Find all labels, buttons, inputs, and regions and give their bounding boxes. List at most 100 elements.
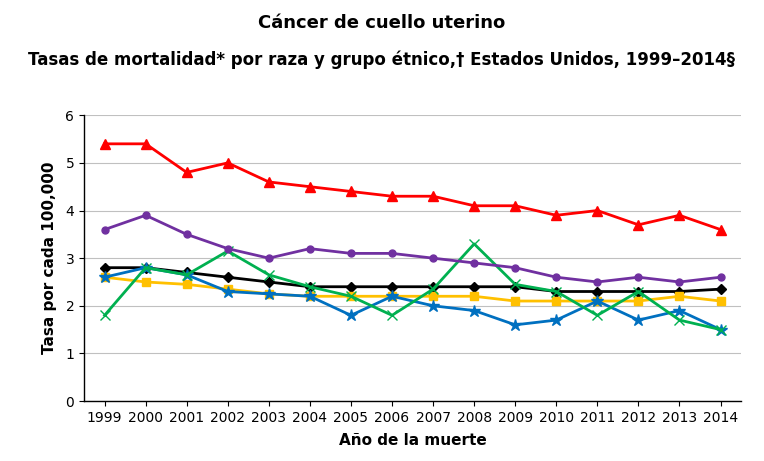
Hispanas — [429, 255, 438, 261]
Hispanas — [716, 274, 725, 280]
X-axis label: Año de la muerte: Año de la muerte — [338, 433, 487, 448]
Hispanas — [141, 213, 151, 218]
Line: Blancas: Blancas — [100, 273, 725, 305]
IA/NA — [510, 282, 520, 287]
Todas las razas — [387, 284, 397, 290]
Todas las razas — [264, 279, 274, 285]
Negras — [510, 203, 520, 208]
IA/NA — [141, 265, 151, 271]
A/IP — [141, 265, 151, 271]
IA/NA — [346, 294, 355, 299]
Todas las razas — [552, 289, 561, 294]
Blancas — [429, 294, 438, 299]
Hispanas — [510, 265, 520, 271]
Hispanas — [264, 255, 274, 261]
Negras — [593, 208, 602, 213]
Todas las razas — [223, 274, 232, 280]
IA/NA — [182, 272, 191, 278]
Negras — [387, 194, 397, 199]
A/IP — [510, 322, 520, 328]
Todas las razas — [100, 265, 109, 271]
Hispanas — [223, 246, 232, 251]
Negras — [470, 203, 479, 208]
A/IP — [387, 294, 397, 299]
Hispanas — [470, 260, 479, 266]
IA/NA — [675, 317, 684, 323]
Blancas — [141, 279, 151, 285]
A/IP — [716, 327, 725, 332]
IA/NA — [634, 289, 643, 294]
IA/NA — [306, 284, 315, 290]
Hispanas — [306, 246, 315, 251]
Todas las razas — [510, 284, 520, 290]
A/IP — [306, 294, 315, 299]
Todas las razas — [634, 289, 643, 294]
Blancas — [510, 298, 520, 304]
A/IP — [100, 274, 109, 280]
Line: Todas las razas: Todas las razas — [101, 264, 724, 295]
Todas las razas — [346, 284, 355, 290]
A/IP — [264, 291, 274, 297]
IA/NA — [470, 241, 479, 247]
IA/NA — [593, 313, 602, 318]
Todas las razas — [716, 286, 725, 292]
Blancas — [100, 274, 109, 280]
Blancas — [223, 286, 232, 292]
Negras — [346, 189, 355, 194]
Blancas — [264, 291, 274, 297]
IA/NA — [223, 248, 232, 254]
Todas las razas — [306, 284, 315, 290]
IA/NA — [264, 272, 274, 278]
Todas las razas — [675, 289, 684, 294]
Blancas — [675, 294, 684, 299]
Blancas — [470, 294, 479, 299]
Negras — [141, 141, 151, 147]
Negras — [100, 141, 109, 147]
IA/NA — [100, 313, 109, 318]
A/IP — [429, 303, 438, 308]
Line: Hispanas: Hispanas — [101, 212, 724, 285]
Negras — [306, 184, 315, 189]
Blancas — [346, 294, 355, 299]
Blancas — [182, 282, 191, 287]
Todas las razas — [182, 270, 191, 275]
Negras — [716, 227, 725, 232]
Line: IA/NA: IA/NA — [100, 239, 725, 335]
Hispanas — [346, 251, 355, 256]
Text: Tasas de mortalidad* por raza y grupo étnico,† Estados Unidos, 1999–2014§: Tasas de mortalidad* por raza y grupo ét… — [28, 51, 736, 69]
A/IP — [634, 317, 643, 323]
IA/NA — [552, 289, 561, 294]
Text: Cáncer de cuello uterino: Cáncer de cuello uterino — [258, 14, 506, 32]
Line: Negras: Negras — [100, 139, 725, 235]
Negras — [182, 170, 191, 175]
Hispanas — [552, 274, 561, 280]
A/IP — [470, 308, 479, 313]
Negras — [675, 213, 684, 218]
Blancas — [716, 298, 725, 304]
Hispanas — [593, 279, 602, 285]
IA/NA — [429, 286, 438, 292]
Todas las razas — [429, 284, 438, 290]
Blancas — [552, 298, 561, 304]
Todas las razas — [141, 265, 151, 271]
Todas las razas — [593, 289, 602, 294]
A/IP — [552, 317, 561, 323]
Blancas — [387, 294, 397, 299]
Negras — [634, 222, 643, 228]
Negras — [429, 194, 438, 199]
IA/NA — [387, 313, 397, 318]
Hispanas — [675, 279, 684, 285]
Blancas — [306, 294, 315, 299]
A/IP — [223, 289, 232, 294]
Blancas — [593, 298, 602, 304]
Line: A/IP: A/IP — [99, 261, 727, 336]
Y-axis label: Tasa por cada 100,000: Tasa por cada 100,000 — [42, 162, 57, 355]
IA/NA — [716, 327, 725, 332]
Blancas — [634, 298, 643, 304]
A/IP — [346, 313, 355, 318]
Hispanas — [182, 231, 191, 237]
Hispanas — [387, 251, 397, 256]
Negras — [223, 160, 232, 165]
A/IP — [675, 308, 684, 313]
Todas las razas — [470, 284, 479, 290]
